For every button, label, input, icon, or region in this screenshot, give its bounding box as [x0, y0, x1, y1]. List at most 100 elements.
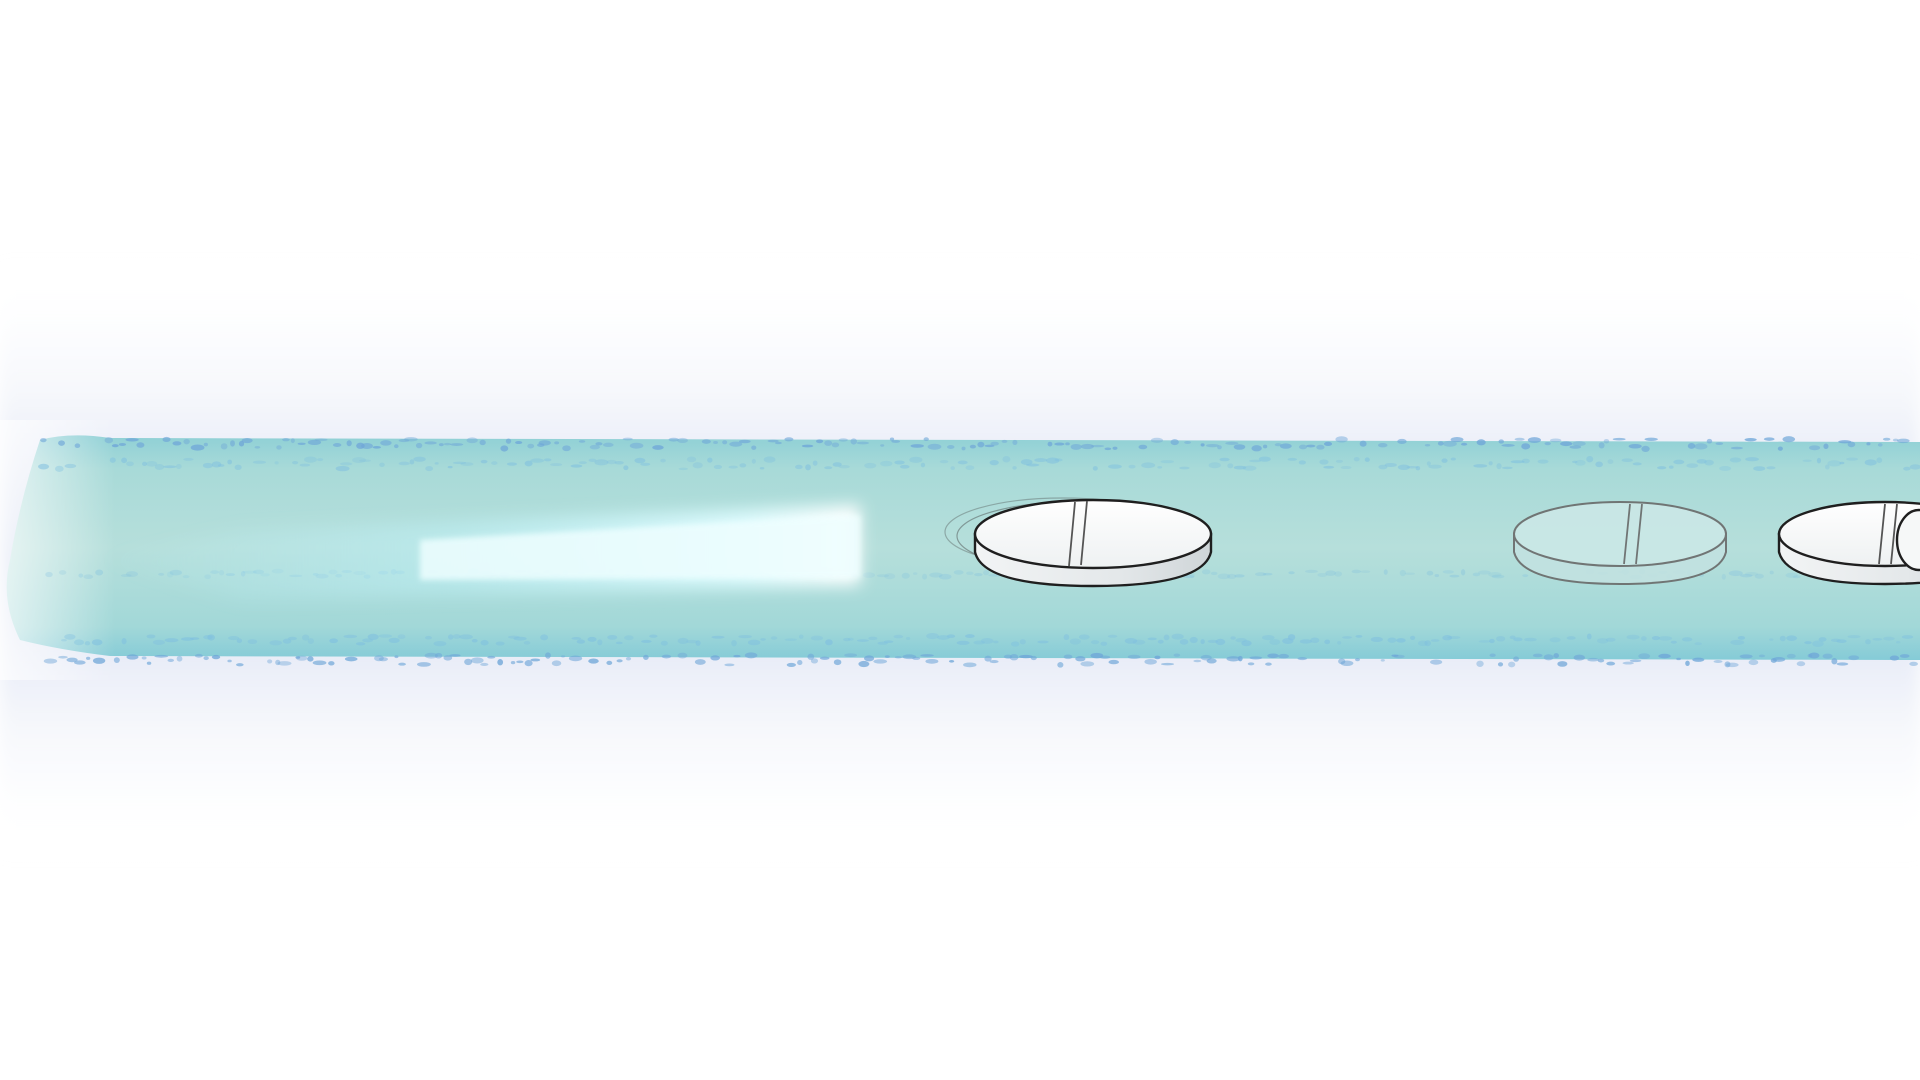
- tube-speckle: [1310, 637, 1320, 644]
- tube-speckle: [899, 464, 910, 469]
- tube-speckle: [1865, 639, 1871, 645]
- tube-speckle: [1721, 573, 1726, 580]
- tube-speckle: [1397, 464, 1410, 471]
- tube-speckle: [1866, 442, 1871, 446]
- tube-speckle: [1267, 653, 1279, 659]
- tube-speckle: [938, 573, 952, 580]
- tube-speckle: [891, 440, 901, 443]
- tube-speckle: [1355, 635, 1363, 638]
- tube-speckle: [801, 444, 814, 448]
- tube-speckle: [1179, 639, 1189, 645]
- tube-speckle: [1488, 461, 1493, 466]
- tube-speckle: [1725, 662, 1739, 668]
- tablet-ghost-icon: [1513, 501, 1727, 586]
- tube-speckle: [125, 571, 139, 577]
- tube-speckle: [1848, 655, 1860, 661]
- tube-speckle: [1569, 445, 1582, 449]
- tube-speckle: [136, 442, 145, 448]
- tube-speckle: [1100, 641, 1108, 646]
- tube-speckle: [1316, 444, 1325, 450]
- tube-speckle: [183, 438, 190, 445]
- tube-speckle: [1127, 654, 1141, 660]
- tube-speckle: [901, 572, 910, 579]
- tube-speckle: [1644, 437, 1658, 441]
- tube-speckle: [744, 652, 758, 659]
- tube-speckle: [1325, 570, 1336, 576]
- tube-speckle: [1543, 654, 1554, 661]
- tube-speckle: [1306, 444, 1316, 448]
- tube-speckle: [597, 639, 603, 646]
- tube-speckle: [287, 636, 297, 641]
- tube-speckle: [1777, 446, 1783, 451]
- tube-speckle: [807, 653, 815, 660]
- tube-speckle: [1157, 466, 1163, 469]
- tube-speckle: [677, 437, 688, 444]
- tube-speckle: [948, 659, 955, 663]
- tube-speckle: [344, 656, 358, 662]
- tube-speckle: [302, 634, 310, 641]
- tube-speckle: [1002, 456, 1011, 463]
- tube-speckle: [154, 464, 165, 470]
- tube-speckle: [220, 443, 228, 450]
- tube-speckle: [459, 634, 473, 640]
- tube-speckle: [729, 441, 743, 447]
- tube-speckle: [876, 574, 890, 578]
- tube-speckle: [989, 460, 999, 466]
- tube-speckle: [1249, 459, 1262, 463]
- tube-speckle: [1090, 444, 1105, 448]
- tube-speckle: [1782, 436, 1796, 443]
- tube-speckle: [1355, 657, 1360, 662]
- tube-speckle: [1804, 641, 1812, 645]
- tube-speckle: [1226, 656, 1241, 662]
- tube-speckle: [290, 438, 295, 444]
- tube-speckle: [1434, 573, 1440, 578]
- tube-speckle: [1641, 445, 1650, 453]
- tube-speckle: [1150, 437, 1164, 443]
- tube-speckle: [893, 634, 904, 639]
- tube-speckle: [1586, 633, 1592, 640]
- tube-speckle: [1603, 438, 1610, 444]
- tube-speckle: [677, 637, 689, 645]
- tube-speckle: [634, 457, 646, 464]
- tube-speckle: [1740, 574, 1753, 578]
- tube-speckle: [1769, 638, 1774, 641]
- tube-speckle: [562, 445, 571, 452]
- tube-speckle: [1692, 657, 1705, 662]
- tube-speckle: [416, 662, 431, 667]
- tube-speckle: [1128, 464, 1136, 469]
- tube-speckle: [910, 444, 924, 448]
- tube-speckle: [1836, 662, 1849, 666]
- tube-speckle: [1406, 465, 1419, 469]
- tube-speckle: [1163, 634, 1170, 641]
- tube-speckle: [983, 570, 990, 576]
- tube-speckle: [937, 635, 950, 640]
- tube-speckle: [1876, 457, 1883, 463]
- tube-speckle: [516, 660, 524, 664]
- light-beam-core: [420, 515, 860, 580]
- tube-speckle: [912, 656, 921, 660]
- tube-speckle: [194, 653, 203, 658]
- tube-speckle: [125, 438, 139, 442]
- tube-speckle: [1399, 569, 1406, 577]
- tube-speckle: [1673, 459, 1685, 465]
- tube-speckle: [946, 634, 956, 638]
- tube-speckle: [1566, 636, 1576, 640]
- tube-speckle: [1839, 461, 1845, 465]
- tube-speckle: [1522, 574, 1529, 578]
- tube-speckle: [1200, 639, 1205, 645]
- tube-speckle: [1298, 460, 1306, 465]
- tube-speckle: [1380, 658, 1385, 662]
- tube-speckle: [1872, 637, 1883, 641]
- tube-speckle: [1729, 457, 1742, 463]
- tube-speckle: [236, 663, 244, 667]
- tube-speckle: [1812, 640, 1824, 647]
- tube-speckle: [957, 460, 968, 465]
- tube-speckle: [1157, 639, 1164, 644]
- tube-speckle: [1047, 441, 1053, 447]
- tube-speckle: [856, 441, 870, 445]
- tube-speckle: [1809, 445, 1821, 451]
- tube-speckle: [1847, 635, 1861, 639]
- tube-speckle: [64, 633, 76, 640]
- tube-speckle: [394, 444, 399, 449]
- tube-speckle: [1553, 653, 1559, 659]
